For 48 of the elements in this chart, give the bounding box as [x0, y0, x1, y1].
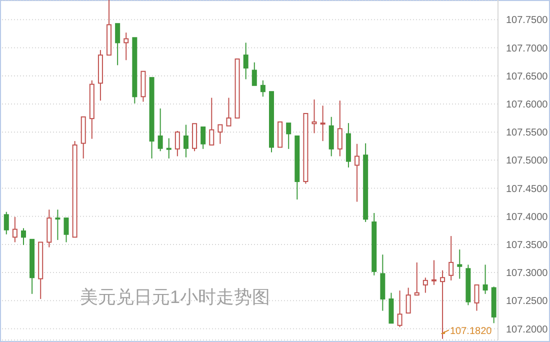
candlestick — [124, 32, 129, 61]
candlestick — [64, 218, 69, 243]
text: 美元兑日元1小时走势图 — [80, 286, 270, 309]
candlestick — [457, 249, 462, 280]
candlestick — [252, 62, 257, 86]
y-tick-label: 107.6000 — [506, 100, 548, 111]
candlestick — [286, 122, 292, 150]
candlestick — [174, 130, 180, 157]
candlestick — [482, 264, 488, 294]
candlestick — [158, 108, 163, 152]
y-tick-label: 107.4000 — [506, 212, 548, 223]
y-tick-label: 107.5000 — [506, 156, 548, 167]
candlestick — [4, 211, 9, 235]
candlestick — [243, 42, 248, 80]
candlestick — [422, 277, 428, 294]
y-tick-label: 107.3500 — [506, 240, 548, 252]
candlestick — [440, 270, 446, 340]
y-tick-label: 107.4500 — [506, 184, 548, 195]
candlestick — [115, 23, 120, 66]
candlestick — [431, 260, 436, 286]
candlestick — [406, 287, 411, 314]
candlestick — [448, 236, 454, 281]
candlestick — [328, 116, 334, 157]
y-tick-label: 107.2500 — [506, 296, 548, 308]
candlestick — [260, 80, 266, 98]
y-tick-label: 107.3000 — [506, 268, 548, 280]
candlestick — [337, 100, 342, 157]
y-tick-label: 107.2000 — [506, 324, 548, 336]
annotation: 107.1820 — [450, 326, 492, 337]
candlestick — [12, 216, 18, 243]
candlestick — [200, 126, 206, 150]
y-tick-label: 107.6500 — [506, 71, 548, 82]
candlestick — [183, 124, 188, 158]
candlestick — [55, 209, 60, 240]
candlestick — [397, 290, 402, 328]
candlestick — [218, 124, 223, 144]
candlestick — [21, 228, 26, 246]
candlestick — [209, 97, 214, 146]
candlestick — [414, 262, 420, 296]
candlestick — [166, 138, 172, 159]
candlestick — [320, 105, 326, 142]
candlestick — [226, 97, 232, 126]
y-tick-label: 107.7500 — [506, 15, 548, 26]
candlestick — [474, 284, 480, 312]
candlestick — [354, 143, 360, 202]
candlestick — [312, 98, 317, 134]
y-tick-label: 107.7000 — [506, 43, 548, 54]
y-tick-label: 107.5500 — [506, 128, 548, 139]
